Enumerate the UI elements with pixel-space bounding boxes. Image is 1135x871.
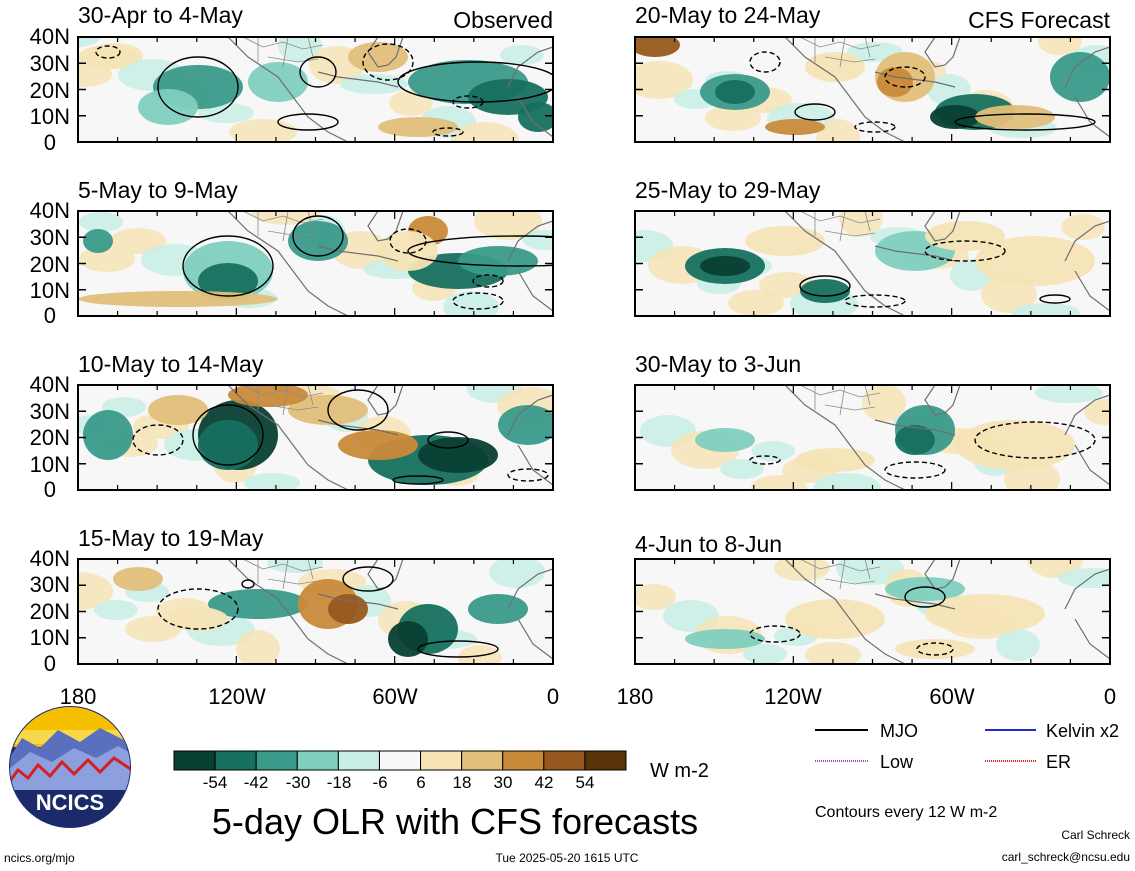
map-panel-1: [77, 36, 554, 143]
colorbar: [173, 750, 627, 771]
colorbar-label-7: 30: [494, 773, 513, 792]
colorbar-label-5: 6: [416, 773, 425, 792]
legend-label-mjo: MJO: [880, 721, 918, 741]
right-panel-1-title: 20-May to 24-May: [635, 2, 821, 28]
colorbar-swatch: [296, 750, 339, 771]
coastline: [227, 385, 553, 490]
colorbar-swatch: [461, 750, 504, 771]
map-panel-3: [77, 384, 554, 491]
y-tick-p3-1: 30N: [30, 399, 70, 424]
coastline: [784, 211, 1110, 316]
panel-titles: 30-Apr to 4-May 5-May to 9-May 10-May to…: [78, 2, 1111, 557]
colorbar-swatch: [173, 750, 216, 771]
right-panel-2-title: 25-May to 29-May: [635, 177, 821, 203]
x-tick-left-0: 180: [60, 684, 97, 709]
y-tick-p3-4: 0: [44, 477, 56, 502]
colorbar-unit: W m-2: [650, 760, 709, 782]
colorbar-label-3: -18: [327, 773, 352, 792]
coastline: [784, 385, 1110, 490]
left-panel-3-title: 10-May to 14-May: [78, 351, 264, 377]
x-tick-left-3: 0: [547, 684, 559, 709]
y-tick-p1-0: 40N: [30, 24, 70, 49]
colorbar-swatch: [502, 750, 545, 771]
map-panel-4: [77, 558, 554, 665]
map-panel-2: [77, 210, 554, 317]
forecast-label: CFS Forecast: [968, 7, 1110, 33]
author-email: carl_schreck@ncsu.edu: [1002, 850, 1130, 864]
coastline: [784, 559, 1110, 664]
figure-title: 5-day OLR with CFS forecasts: [212, 801, 698, 842]
y-tick-p3-2: 20N: [30, 425, 70, 450]
map-panels: [77, 36, 1111, 665]
x-tick-right-1: 120W: [764, 684, 822, 709]
y-tick-p4-3: 10N: [30, 625, 70, 650]
y-tick-p2-0: 40N: [30, 198, 70, 223]
legend: MJO Kelvin x2 Low ER: [815, 721, 1119, 772]
left-panel-2-title: 5-May to 9-May: [78, 177, 238, 203]
y-tick-p2-1: 30N: [30, 225, 70, 250]
colorbar-swatch: [255, 750, 298, 771]
observed-label: Observed: [453, 7, 553, 33]
colorbar-labels: -54 -42 -30 -18 -6 6 18 30 42 54: [203, 773, 595, 792]
y-tick-p1-4: 0: [44, 130, 56, 155]
y-tick-p4-1: 30N: [30, 572, 70, 597]
map-panel-8: [634, 558, 1111, 665]
y-tick-p3-3: 10N: [30, 452, 70, 477]
y-tick-p4-0: 40N: [30, 546, 70, 571]
map-panel-7: [634, 384, 1111, 491]
colorbar-label-4: -6: [372, 773, 387, 792]
ncics-logo-text: NCICS: [36, 790, 104, 815]
y-tick-p4-2: 20N: [30, 599, 70, 624]
map-panel-6: [634, 210, 1111, 317]
colorbar-swatch: [337, 750, 380, 771]
website-link[interactable]: ncics.org/mjo: [4, 851, 75, 865]
x-tick-right-3: 0: [1104, 684, 1116, 709]
y-tick-p1-1: 30N: [30, 51, 70, 76]
y-tick-p2-2: 20N: [30, 252, 70, 277]
x-tick-left-1: 120W: [208, 684, 266, 709]
x-tick-right-2: 60W: [929, 684, 974, 709]
x-axis-labels: 180 120W 60W 0 180 120W 60W 0: [60, 684, 1116, 709]
x-tick-left-2: 60W: [372, 684, 417, 709]
map-panel-5: [634, 36, 1111, 143]
legend-label-kelvin: Kelvin x2: [1046, 721, 1119, 741]
colorbar-label-1: -42: [244, 773, 269, 792]
y-tick-p2-3: 10N: [30, 278, 70, 303]
y-tick-p3-0: 40N: [30, 372, 70, 397]
y-tick-p1-3: 10N: [30, 104, 70, 129]
legend-label-er: ER: [1046, 752, 1071, 772]
left-panel-4-title: 15-May to 19-May: [78, 525, 264, 551]
y-tick-p1-2: 20N: [30, 78, 70, 103]
colorbar-swatch: [584, 750, 627, 771]
right-panel-3-title: 30-May to 3-Jun: [635, 351, 801, 377]
y-tick-p2-4: 0: [44, 303, 56, 328]
author-name: Carl Schreck: [1061, 828, 1131, 842]
coastline: [227, 37, 553, 142]
colorbar-swatch: [214, 750, 257, 771]
timestamp: Tue 2025-05-20 1615 UTC: [496, 851, 639, 865]
legend-label-low: Low: [880, 752, 914, 772]
colorbar-swatch: [378, 750, 422, 771]
colorbar-label-0: -54: [203, 773, 228, 792]
y-axis-labels: 40N 30N 20N 10N 0 40N 30N 20N 10N 0 40N …: [30, 24, 70, 676]
contour-note: Contours every 12 W m-2: [815, 804, 997, 821]
x-tick-right-0: 180: [617, 684, 654, 709]
coastline: [227, 211, 553, 316]
colorbar-swatch: [420, 750, 463, 771]
left-panel-1-title: 30-Apr to 4-May: [78, 2, 243, 28]
colorbar-swatch: [543, 750, 586, 771]
colorbar-label-6: 18: [453, 773, 472, 792]
colorbar-label-9: 54: [576, 773, 595, 792]
colorbar-label-8: 42: [535, 773, 554, 792]
y-tick-p4-4: 0: [44, 651, 56, 676]
coastline: [784, 37, 1110, 142]
colorbar-label-2: -30: [286, 773, 311, 792]
right-panel-4-title: 4-Jun to 8-Jun: [635, 531, 782, 557]
ncics-logo: NCICS: [9, 706, 131, 828]
